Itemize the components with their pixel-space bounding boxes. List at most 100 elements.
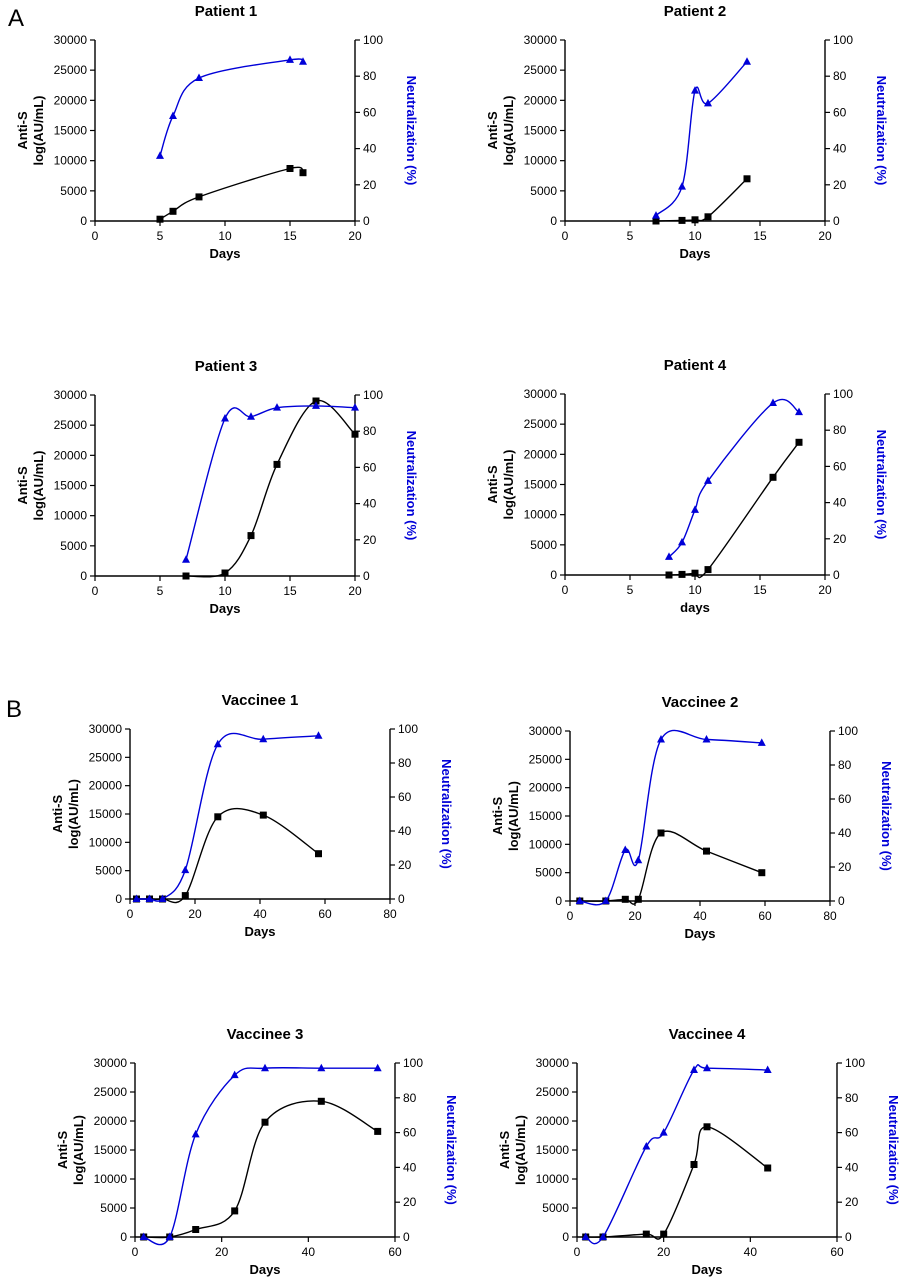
x-tick-label: 60	[318, 907, 332, 921]
y2-tick-label: 100	[833, 387, 853, 401]
x-tick-label: 20	[657, 1245, 671, 1259]
y2-tick-label: 40	[833, 142, 847, 156]
x-tick-label: 0	[92, 584, 99, 598]
y-tick-label: 25000	[536, 1085, 570, 1099]
y-tick-label: 20000	[536, 1114, 570, 1128]
anti-s-point	[769, 473, 777, 481]
y2-tick-label: 60	[363, 105, 377, 119]
x-axis-label: Days	[249, 1262, 280, 1277]
neutralization-point	[373, 1063, 382, 1072]
anti-s-point	[231, 1207, 239, 1215]
anti-s-point	[299, 169, 307, 177]
neutralization-point	[317, 1063, 326, 1072]
anti-s-point	[795, 438, 803, 446]
y-tick-label: 5000	[542, 1201, 569, 1215]
y2-tick-label: 100	[838, 724, 858, 738]
y-tick-label: 20000	[529, 781, 563, 795]
chart-7: Vaccinee 30 20 40 6005000100001500020000250…	[55, 1026, 459, 1277]
y-tick-label: 15000	[529, 809, 563, 823]
anti-s-point	[764, 1164, 772, 1172]
neutralization-point	[351, 403, 359, 411]
neutralization-point	[169, 111, 177, 120]
x-tick-label: 15	[753, 583, 767, 597]
anti-s-line	[136, 807, 319, 904]
y2-tick-label: 20	[398, 858, 412, 872]
neutralization-point	[621, 845, 630, 853]
y-tick-label: 10000	[54, 509, 88, 523]
anti-s-point	[315, 850, 322, 858]
x-tick-label: 5	[627, 229, 634, 243]
y2-tick-label: 80	[833, 423, 847, 437]
y-axis-label-line: Anti-S	[485, 111, 500, 150]
y-tick-label: 30000	[54, 33, 88, 47]
neutralization-point	[165, 1232, 174, 1240]
y-axis-label-line: Anti-S	[497, 1131, 512, 1170]
y2-tick-label: 20	[833, 178, 847, 192]
y-tick-label: 25000	[54, 418, 88, 432]
anti-s-point	[259, 811, 267, 819]
x-tick-label: 40	[744, 1245, 758, 1259]
y-tick-label: 25000	[54, 63, 88, 77]
neutralization-point	[286, 55, 294, 63]
neutralization-point	[702, 735, 711, 743]
anti-s-point	[634, 895, 642, 903]
chart-title: Vaccinee 1	[222, 692, 299, 709]
x-tick-label: 0	[92, 229, 99, 243]
y-axis-label-line: log(AU/mL)	[501, 449, 516, 519]
chart-1: Patient 10 5 10 15 2005000100001500020000250…	[15, 3, 419, 261]
y-tick-label: 20000	[524, 93, 558, 107]
y-axis-label-line: Anti-S	[485, 465, 500, 504]
y2-tick-label: 60	[845, 1126, 859, 1140]
x-tick-label: 20	[348, 584, 362, 598]
y-tick-label: 10000	[524, 154, 558, 168]
neutralization-point	[659, 1128, 668, 1136]
y2-tick-label: 100	[363, 33, 383, 47]
y-axis-label-line: log(AU/mL)	[501, 95, 516, 165]
x-tick-label: 15	[283, 584, 297, 598]
x-tick-label: 5	[157, 229, 164, 243]
neutralization-point	[181, 865, 190, 874]
neutralization-point	[195, 73, 203, 82]
neutralization-line	[159, 58, 304, 157]
x-axis-label: Days	[209, 246, 240, 261]
y-tick-label: 30000	[536, 1056, 570, 1070]
anti-s-point	[261, 1118, 269, 1126]
anti-s-line	[655, 178, 748, 222]
y2-tick-label: 40	[398, 824, 412, 838]
y-tick-label: 30000	[94, 1056, 128, 1070]
y-axis-label-line: Anti-S	[15, 466, 30, 505]
anti-s-point	[642, 1230, 650, 1238]
y-tick-label: 25000	[524, 63, 558, 77]
neutralization-point	[769, 398, 777, 407]
neutralization-point	[763, 1065, 772, 1073]
y2-tick-label: 40	[403, 1160, 417, 1174]
anti-s-point	[317, 1097, 325, 1105]
y-axis-label-line: log(AU/mL)	[71, 1115, 86, 1185]
neutralization-point	[691, 505, 699, 513]
y2-tick-label: 80	[833, 69, 847, 83]
y-tick-label: 15000	[524, 124, 558, 138]
y-tick-label: 10000	[94, 1172, 128, 1186]
anti-s-point	[181, 892, 189, 900]
y2-tick-label: 0	[845, 1230, 852, 1244]
anti-s-point	[156, 215, 164, 223]
neutralization-point	[599, 1232, 607, 1240]
y-tick-label: 5000	[100, 1201, 127, 1215]
y2-tick-label: 20	[403, 1195, 417, 1209]
y2-tick-label: 100	[363, 388, 383, 402]
anti-s-line	[579, 830, 763, 905]
y-tick-label: 5000	[535, 866, 562, 880]
neutralization-point	[273, 403, 281, 411]
neutralization-point	[259, 734, 268, 743]
y2-tick-label: 80	[838, 758, 852, 772]
y2-axis-label: Neutralization (%)	[404, 431, 419, 541]
y2-tick-label: 0	[833, 568, 840, 582]
neutralization-line	[143, 1067, 378, 1246]
neutralization-point	[158, 894, 167, 902]
x-tick-label: 40	[253, 907, 267, 921]
y-axis-label-line: Anti-S	[50, 795, 65, 834]
neutralization-point	[314, 731, 323, 739]
y-axis-label-line: Anti-S	[15, 111, 30, 150]
y2-tick-label: 40	[833, 496, 847, 510]
y-tick-label: 0	[550, 568, 557, 582]
